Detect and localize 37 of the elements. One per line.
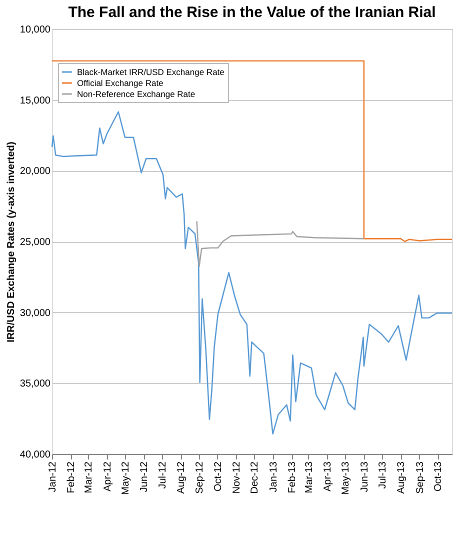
x-tick-label: Sep-12	[194, 461, 206, 494]
x-tick-label: Nov-12	[232, 461, 243, 494]
y-tick-label: 30,000	[20, 308, 51, 319]
y-tick-label: 20,000	[20, 166, 51, 178]
x-tick-label: Oct-12	[212, 461, 224, 492]
line-series	[51, 60, 453, 242]
x-tick-label: Mar-12	[84, 461, 95, 494]
x-tick-label: Apr-13	[322, 461, 334, 492]
y-tick-label: 10,000	[20, 24, 51, 36]
x-tick-label: Aug-13	[396, 461, 408, 494]
line-series	[51, 111, 453, 435]
y-tick-label: 35,000	[20, 378, 51, 390]
x-tick-label: Dec-12	[250, 461, 261, 494]
legend-label: Official Exchange Rate	[77, 78, 164, 88]
legend-label: Non-Reference Exchange Rate	[77, 89, 196, 99]
y-axis-title: IRR/USD Exchange Rates (y-axis inverted)	[6, 142, 17, 342]
y-tick-label: 15,000	[20, 95, 51, 106]
x-tick-label: May-13	[340, 461, 352, 495]
x-tick-label: Jul-12	[157, 461, 168, 489]
line-series	[196, 220, 365, 267]
x-tick-label: Jun-13	[359, 461, 370, 492]
x-tick-label: Feb-13	[287, 461, 298, 494]
y-tick-label: 25,000	[20, 237, 51, 248]
x-tick-label: Jan-13	[268, 461, 280, 492]
legend-label: Black-Market IRR/USD Exchange Rate	[77, 67, 225, 77]
x-tick-label: Aug-12	[176, 461, 188, 494]
x-tick-label: Apr-12	[102, 461, 114, 492]
x-tick-label: Feb-12	[66, 461, 78, 494]
chart-title: The Fall and the Rise in the Value of the Iranian Rial	[68, 4, 436, 21]
x-tick-label: Jan-12	[48, 461, 58, 492]
x-tick-label: Mar-13	[304, 461, 315, 494]
y-tick-label: 40,000	[20, 450, 51, 460]
x-tick-label: Oct-13	[433, 461, 444, 492]
x-tick-label: Jun-12	[139, 461, 150, 492]
x-tick-label: May-12	[120, 461, 132, 495]
x-tick-label: Jul-13	[378, 461, 389, 489]
x-tick-label: Sep-13	[414, 461, 426, 494]
